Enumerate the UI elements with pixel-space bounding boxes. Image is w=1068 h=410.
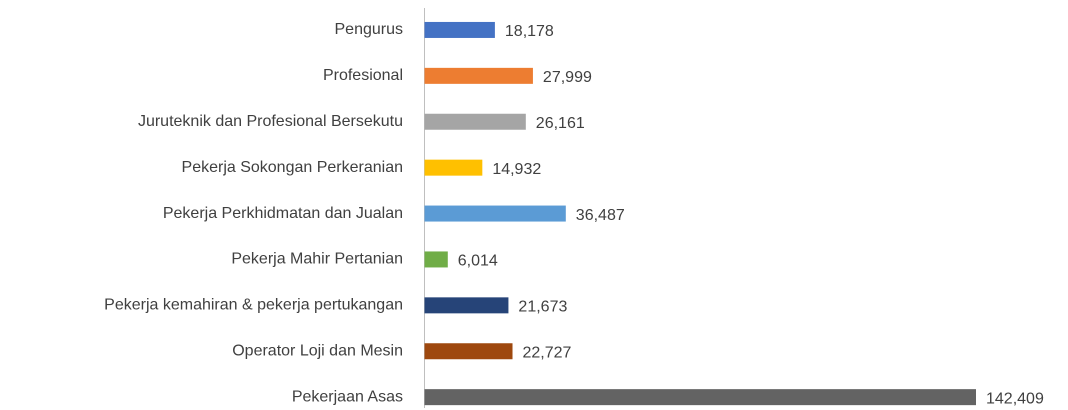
category-label: Pekerja Perkhidmatan dan Jualan <box>163 205 403 222</box>
category-label: Profesional <box>323 67 403 84</box>
bar <box>424 113 526 130</box>
bar <box>424 343 513 360</box>
value-label: 21,673 <box>518 299 567 316</box>
value-label: 142,409 <box>986 390 1044 407</box>
category-label: Pekerja kemahiran & pekerja pertukangan <box>104 297 403 314</box>
category-label: Pekerja Mahir Pertanian <box>231 251 403 268</box>
category-label: Operator Loji dan Mesin <box>232 342 403 359</box>
bar <box>424 21 495 38</box>
bar <box>424 205 566 222</box>
bar <box>424 67 533 84</box>
category-label: Pengurus <box>335 21 404 38</box>
value-label: 22,727 <box>523 344 572 361</box>
value-label: 27,999 <box>543 69 592 86</box>
bar <box>424 389 976 406</box>
bar <box>424 297 509 314</box>
category-label: Pekerja Sokongan Perkeranian <box>182 159 403 176</box>
category-label: Juruteknik dan Profesional Bersekutu <box>138 113 403 130</box>
value-label: 14,932 <box>492 161 541 178</box>
category-label: Pekerjaan Asas <box>292 388 403 405</box>
bar <box>424 251 448 268</box>
value-label: 6,014 <box>458 253 498 270</box>
value-label: 36,487 <box>576 207 625 224</box>
bar <box>424 159 483 176</box>
value-label: 26,161 <box>536 115 585 132</box>
value-label: 18,178 <box>505 23 554 40</box>
